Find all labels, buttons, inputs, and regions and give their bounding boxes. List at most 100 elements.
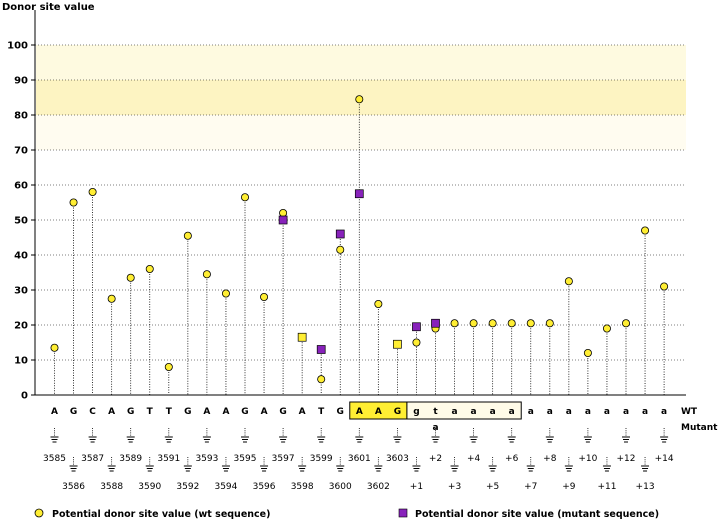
base-letter: a [547,407,553,417]
base-letter: a [566,407,572,417]
position-label: +11 [597,482,616,492]
position-label: 3596 [253,482,276,492]
axes [34,10,686,396]
base-letter: A [222,407,229,417]
position-label: 3597 [272,454,295,464]
base-letter: a [471,407,477,417]
wt-point [145,264,154,273]
base-letter: G [337,407,344,417]
mutant-point [316,345,326,354]
position-labels: 3585 3586 3587 3588 3589 3590 3591 3592 3593 3594… [43,428,674,492]
base-letter: a [604,407,610,417]
wt-point [450,319,459,328]
grid-lines [31,44,686,396]
wt-point [526,319,535,328]
y-tick-label: 10 [14,356,28,367]
wt-point [336,245,345,254]
wt-point [412,338,421,347]
y-tick-label: 80 [14,111,28,122]
wt-point [221,289,230,298]
position-label: 3589 [119,454,142,464]
y-tick-label: 30 [14,286,28,297]
mutant-point [431,318,440,328]
position-label: 3594 [214,482,237,492]
base-letter: a [623,407,629,417]
base-letter: G [70,407,77,417]
wt-point [88,187,97,196]
position-label: +2 [429,454,442,464]
position-label: +5 [486,482,499,492]
base-letter: A [51,407,58,417]
wt-point [583,348,592,357]
position-label: 3585 [43,454,66,464]
wt-point [240,193,249,202]
wt-point [507,319,516,328]
base-letter: C [89,407,96,417]
position-label: +3 [448,482,461,492]
wt-point [602,324,611,333]
position-label: 3592 [176,482,199,492]
base-letter: A [299,407,306,417]
position-label: +10 [578,454,597,464]
position-label: +6 [505,454,519,464]
base-letter: A [356,407,363,417]
base-letter: G [241,407,248,417]
mutant-point [412,322,421,332]
wt-point [126,273,135,282]
legend-mutant-label: Potential donor site value (mutant seque… [415,509,659,520]
position-label: 3593 [195,454,218,464]
wt-point [660,282,669,291]
position-label: +14 [655,454,674,464]
base-letter: A [203,407,210,417]
base-letter: g [413,407,419,417]
legend-wt-marker [34,508,44,518]
base-letter: A [261,407,268,417]
y-tick-label: 100 [7,41,28,52]
position-label: 3602 [367,482,390,492]
y-tick-label: 0 [21,391,28,402]
wt-point [279,208,288,217]
base-letter: G [279,407,286,417]
band-70-80 [36,115,686,150]
position-label: +4 [467,454,481,464]
position-label: 3591 [157,454,180,464]
base-letter: A [108,407,115,417]
position-label: 3588 [100,482,123,492]
position-label: +7 [524,482,537,492]
base-letter: a [585,407,591,417]
wt-point [183,231,192,240]
mutant-point [297,332,307,342]
mutant-point [335,229,345,239]
y-tick-label: 90 [14,76,28,87]
position-label: 3587 [81,454,104,464]
intron-box [406,401,522,420]
wt-point [107,294,116,303]
wt-point [164,362,173,371]
wt-point [317,375,326,384]
y-tick-label: 20 [14,321,28,332]
wt-point [564,277,573,286]
stems [54,99,665,395]
wt-point [622,319,631,328]
position-label: 3595 [234,454,257,464]
wt-point [69,198,78,207]
base-letter: t [433,407,438,417]
position-label: +12 [617,454,636,464]
position-label: 3598 [291,482,314,492]
wt-point [374,299,383,308]
position-label: +13 [636,482,655,492]
base-letter: a [661,407,667,417]
mutant-point [278,215,288,225]
wt-row-label: WT [681,407,698,417]
base-letter: a [642,407,648,417]
base-letter: T [166,407,173,417]
y-axis-title: Donor site value [2,2,95,13]
wt-point [260,292,269,301]
wt-point [202,270,211,279]
wt-point [50,343,59,352]
position-label: +1 [410,482,423,492]
mutant-row-label: Mutant [681,423,718,433]
y-tick-label: 40 [14,251,28,262]
